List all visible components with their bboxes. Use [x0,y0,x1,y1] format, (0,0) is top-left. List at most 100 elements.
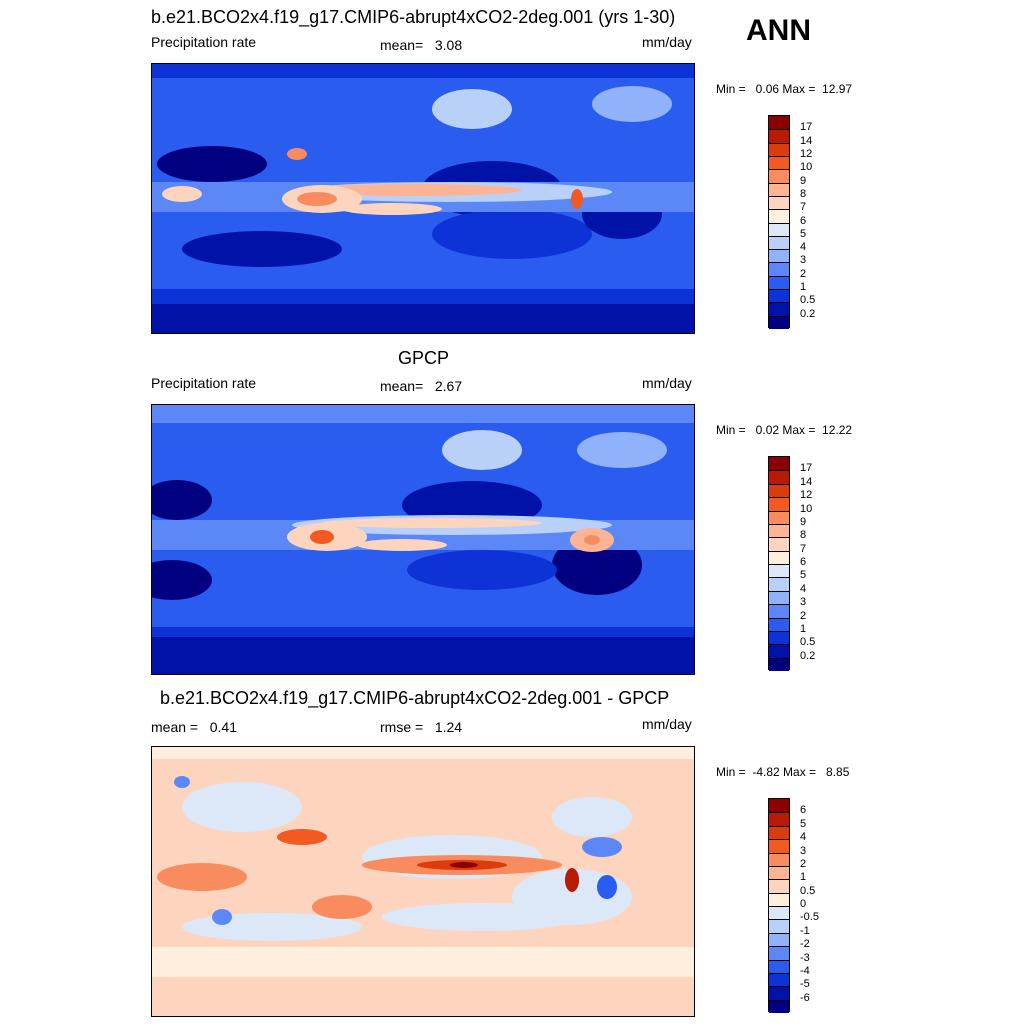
colorbar-swatch [769,946,789,960]
colorbar-level-label: 8 [800,529,807,542]
colorbar-level-label: 4 [800,582,807,595]
colorbar-swatch [769,564,789,578]
colorbar-swatch [769,865,789,880]
colorbar-swatch [769,852,789,866]
colorbar-level-label: 0.5 [800,884,816,897]
colorbar-swatch [769,235,789,250]
colorbar-level-label: -3 [800,951,810,964]
colorbar-swatch [769,630,789,645]
colorbar-swatch [769,604,789,618]
colorbar-level-label: 12 [800,147,813,160]
colorbar-swatch [769,839,789,853]
panel-3-title: b.e21.BCO2x4.f19_g17.CMIP6-abrupt4xCO2-2… [160,688,670,708]
colorbar-swatch [769,116,789,130]
colorbar-swatch [769,879,789,893]
colorbar-level-label: 17 [800,462,813,475]
colorbar-level-label: 3 [800,844,807,857]
panel-1-map [151,63,695,334]
colorbar-level-label: -2 [800,938,810,951]
colorbar-swatch [769,497,789,511]
colorbar-level-label: 7 [800,201,807,214]
colorbar-level-label: 17 [800,121,813,134]
colorbar-swatch [769,155,789,170]
panel-1-mean: mean= 3.08 [380,37,463,53]
panel-3-rmse: rmse = 1.24 [380,719,463,735]
colorbar-level-label: 0.5 [800,294,816,307]
colorbar-swatch [769,537,789,551]
colorbar-swatch [769,959,789,973]
colorbar-level-label: -4 [800,964,810,977]
colorbar-swatch [769,315,789,329]
panel-3-minmax: Min = -4.82 Max = 8.85 [716,765,850,779]
panel-1-title: b.e21.BCO2x4.f19_g17.CMIP6-abrupt4xCO2-2… [151,7,676,27]
colorbar-level-label: 6 [800,804,807,817]
colorbar-swatch [769,470,789,484]
colorbar-level-label: 12 [800,489,813,502]
colorbar-swatch [769,892,789,906]
colorbar-swatch [769,523,789,538]
colorbar-level-label: 9 [800,515,807,528]
colorbar-level-label: 3 [800,254,807,267]
colorbar-level-label: 4 [800,241,807,254]
season-label: ANN [746,14,811,47]
colorbar-swatch [769,209,789,223]
colorbar-swatch [769,275,789,290]
colorbar-swatch [769,182,789,196]
colorbar-level-label: 5 [800,227,807,240]
panel-2-units: mm/day [642,375,692,391]
panel-2-left-label: Precipitation rate [151,375,257,391]
colorbar-level-label: -0.5 [800,911,819,924]
colorbar-swatch [769,812,789,826]
colorbar-level-label: 0.2 [800,649,816,662]
colorbar-level-label: 0 [800,898,807,910]
colorbar-swatch [769,932,789,947]
panel-3-units: mm/day [642,716,692,732]
colorbar-level-label: 6 [800,556,807,568]
colorbar-level-label: -1 [800,924,810,937]
colorbar-swatch [769,550,789,564]
colorbar-level-label: 4 [800,831,807,844]
colorbar-level-label: 14 [800,475,813,488]
colorbar-swatch [769,999,789,1013]
colorbar-swatch [769,825,789,840]
colorbar-level-label: 0.5 [800,636,816,649]
panel-1-units: mm/day [642,34,692,50]
colorbar-level-label: 6 [800,214,807,227]
colorbar-level-label: 1 [800,622,807,635]
colorbar-swatch [769,906,789,920]
colorbar-swatch [769,510,789,524]
colorbar-level-label: 5 [800,569,807,582]
panel-1-left-label: Precipitation rate [151,34,257,50]
colorbar-swatch [769,195,789,210]
colorbar-level-label: 9 [800,174,807,187]
colorbar-swatch [769,249,789,263]
colorbar-level-label: 3 [800,596,807,609]
panel-2-colorbar [768,456,790,671]
panel-2-mean: mean= 2.67 [380,378,463,394]
colorbar-level-label: 2 [800,267,807,280]
colorbar-swatch [769,590,789,605]
colorbar-swatch [769,919,789,933]
colorbar-swatch [769,289,789,303]
colorbar-swatch [769,129,789,143]
panel-3-map [151,746,695,1017]
colorbar-swatch [769,799,789,813]
colorbar-swatch [769,986,789,1000]
colorbar-level-label: 10 [800,502,813,515]
colorbar-level-label: 10 [800,161,813,174]
colorbar-swatch [769,644,789,658]
colorbar-swatch [769,577,789,591]
panel-2-minmax: Min = 0.02 Max = 12.22 [716,423,853,437]
colorbar-swatch [769,972,789,987]
panel-3-mean: mean = 0.41 [151,719,238,735]
colorbar-swatch [769,657,789,671]
colorbar-swatch [769,169,789,183]
panel-1-minmax: Min = 0.06 Max = 12.97 [716,82,853,96]
colorbar-level-label: 7 [800,542,807,555]
panel-1-colorbar [768,115,790,329]
colorbar-level-label: 5 [800,817,807,830]
colorbar-level-label: -5 [800,978,810,991]
colorbar-swatch [769,483,789,498]
colorbar-swatch [769,302,789,316]
colorbar-level-label: 1 [800,281,807,294]
